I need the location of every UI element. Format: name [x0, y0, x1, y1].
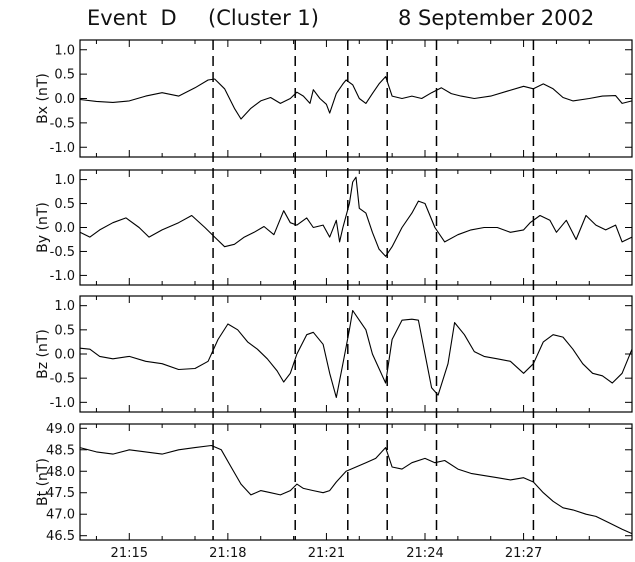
- y-axis-label: By (nT): [35, 202, 51, 253]
- panel-frame: [79, 169, 633, 286]
- y-tick-label: -1.0: [50, 269, 75, 284]
- y-tick-label: 0.5: [54, 197, 75, 212]
- x-tick-label: 21:15: [111, 546, 148, 561]
- y-tick-label: 1.0: [54, 43, 75, 58]
- title-date: 8 September 2002: [398, 6, 595, 30]
- panel-frame: [79, 295, 633, 413]
- y-axis-label: Bt (nT): [35, 458, 51, 506]
- panel-2: 1.0 0.5 0.0 -0.5 -1.0 By (nT): [35, 169, 633, 286]
- y-axis-label: Bz (nT): [35, 329, 51, 379]
- series-line: [79, 176, 633, 257]
- x-tick-label: 21:27: [505, 546, 542, 561]
- y-tick-label: 48.5: [46, 443, 75, 458]
- x-tick-label: 21:24: [406, 546, 443, 561]
- y-tick-label: 47.0: [46, 508, 75, 523]
- y-tick-label: -0.5: [50, 116, 75, 131]
- y-tick-label: 0.5: [54, 323, 75, 338]
- panels-layer: 1.00.50.0-0.5-1.0Bx (nT)1.00.50.0-0.5-1.…: [35, 39, 633, 544]
- y-tick-label: -1.0: [50, 141, 75, 156]
- y-tick-label: 46.5: [46, 529, 75, 544]
- y-tick-label: -0.5: [50, 372, 75, 387]
- chart-title: Event D (Cluster 1) 8 September 2002: [0, 0, 635, 40]
- y-tick-label: 0.0: [54, 221, 75, 236]
- x-tick-label: 21:21: [308, 546, 345, 561]
- panel-frame: [79, 39, 633, 158]
- series-line: [79, 76, 633, 120]
- series-line: [79, 309, 633, 399]
- series-line: [79, 444, 633, 535]
- y-tick-label: 47.5: [46, 486, 75, 501]
- y-tick-label: 1.0: [54, 299, 75, 314]
- panel-4: 49.0 48.5 48.0 47.5 47.0 46.5 Bt (nT): [35, 422, 633, 544]
- y-tick-label: 0.0: [54, 348, 75, 363]
- y-tick-label: -0.5: [50, 245, 75, 260]
- y-axis-label: Bx (nT): [35, 73, 51, 124]
- title-spacecraft: (Cluster 1): [208, 6, 319, 30]
- vertical-markers: [212, 40, 535, 540]
- y-tick-label: 1.0: [54, 173, 75, 188]
- panel-1: 1.0 0.5 0.0 -0.5 -1.0 Bx (nT): [35, 39, 633, 158]
- y-tick-label: 0.5: [54, 68, 75, 83]
- y-tick-label: 0.0: [54, 92, 75, 107]
- x-tick-label: 21:18: [209, 546, 246, 561]
- panel-frame: [79, 423, 633, 541]
- y-tick-label: -1.0: [50, 396, 75, 411]
- x-axis: 21:15 21:18 21:21 21:24 21:27: [111, 546, 543, 561]
- panel-3: 1.0 0.5 0.0 -0.5 -1.0 Bz (nT): [35, 295, 633, 413]
- title-event: Event D: [87, 6, 177, 30]
- y-tick-label: 48.0: [46, 465, 75, 480]
- y-tick-label: 49.0: [46, 422, 75, 437]
